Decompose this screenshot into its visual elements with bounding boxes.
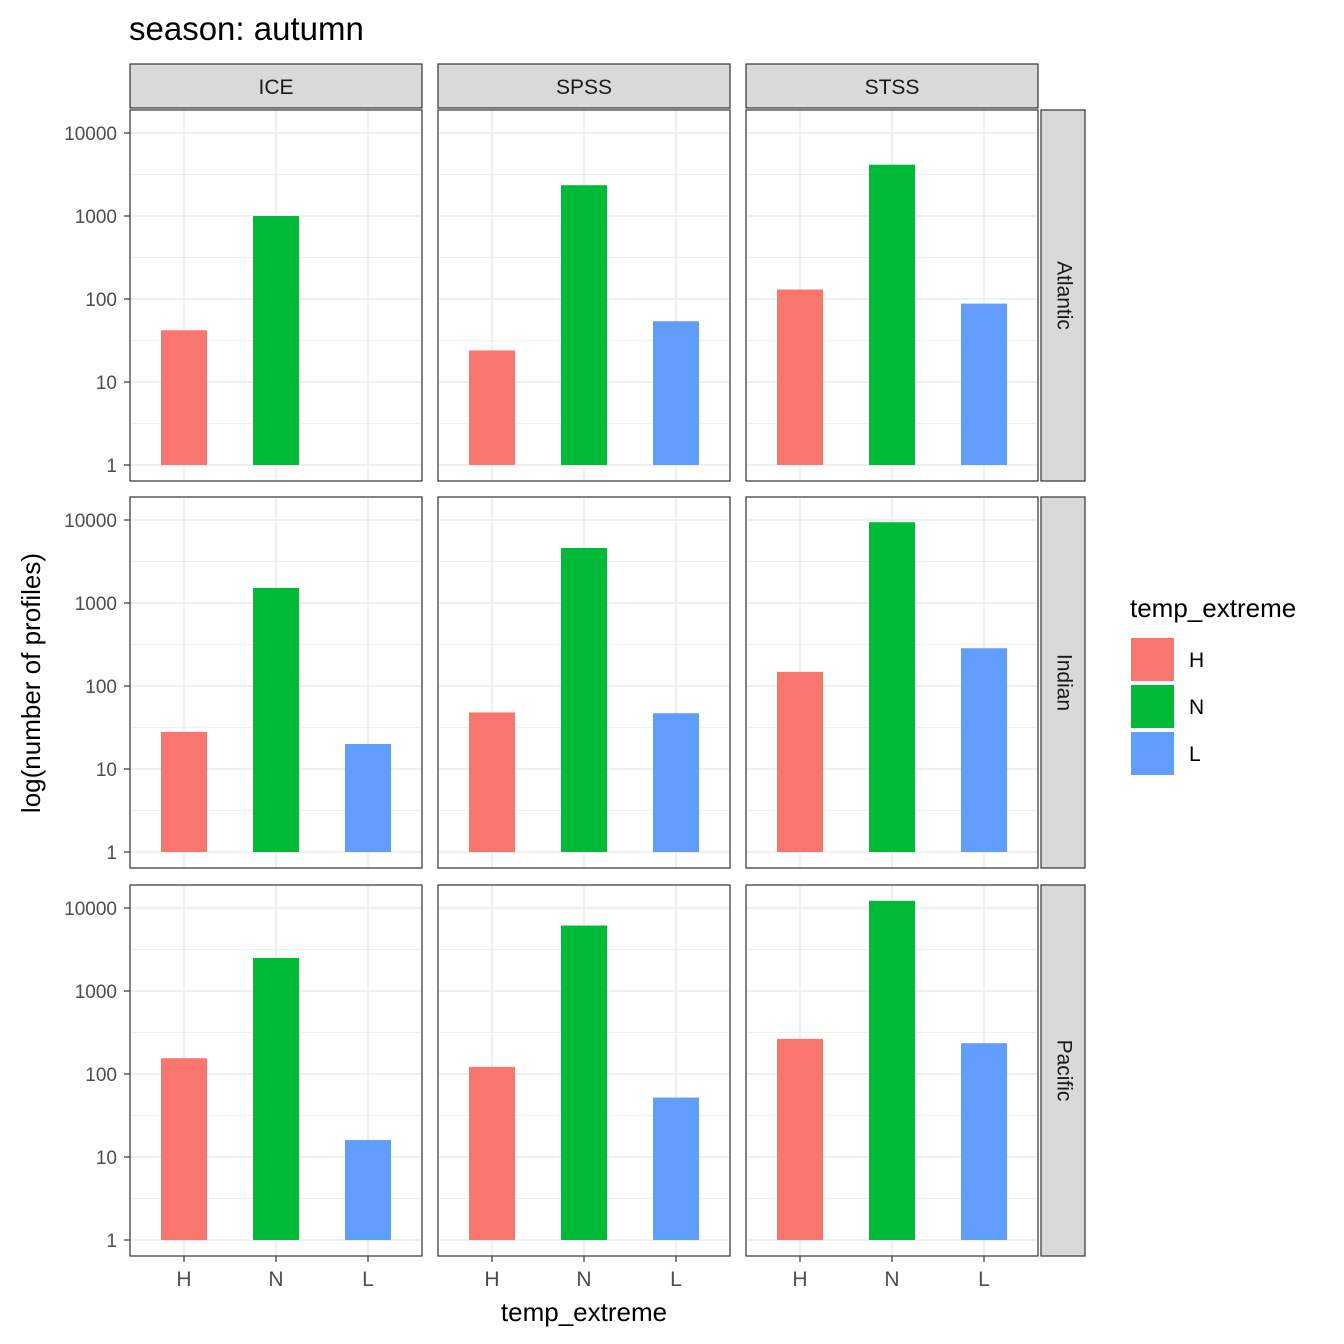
chart-title: season: autumn [129, 10, 364, 47]
legend-key-l [1131, 732, 1174, 775]
x-tick-label: L [670, 1268, 682, 1291]
x-tick-label: N [884, 1268, 899, 1291]
panel-border [745, 109, 1039, 482]
facet-strip-ice [129, 63, 423, 109]
facet-strip-pacific [1040, 884, 1086, 1257]
bar-stss-pacific-h [777, 1038, 823, 1240]
facet-strip-label-atlantic: Atlantic [1052, 261, 1075, 330]
bar-spss-atlantic-n [561, 185, 607, 466]
bar-spss-pacific-n [561, 925, 607, 1240]
bar-stss-atlantic-h [777, 289, 823, 465]
x-tick-label: L [978, 1268, 990, 1291]
panel-border [437, 496, 731, 869]
y-tick-label: 100 [85, 677, 117, 698]
facet-strip-label-indian: Indian [1052, 654, 1075, 711]
y-tick-label: 10 [96, 760, 117, 781]
bar-ice-indian-h [161, 731, 207, 852]
y-tick-label: 100 [85, 1065, 117, 1086]
bar-ice-indian-l [345, 744, 391, 852]
legend-label-l: L [1189, 743, 1201, 766]
y-tick-label: 10 [96, 373, 117, 394]
facet-strip-atlantic [1040, 109, 1086, 482]
x-axis-title: temp_extreme [501, 1297, 667, 1327]
legend-key-n [1131, 685, 1174, 728]
y-tick-label: 10000 [64, 124, 117, 145]
bar-spss-indian-n [561, 547, 607, 852]
bar-ice-atlantic-n [253, 216, 299, 465]
y-axis-title: log(number of profiles) [16, 553, 46, 813]
facet-strip-stss [745, 63, 1039, 109]
bar-spss-atlantic-l [653, 321, 699, 465]
y-tick-label: 1 [106, 456, 117, 477]
y-tick-label: 10000 [64, 511, 117, 532]
x-tick-label: H [484, 1268, 499, 1291]
bar-spss-indian-l [653, 713, 699, 852]
bar-ice-pacific-l [345, 1140, 391, 1240]
y-tick-label: 100 [85, 290, 117, 311]
y-tick-label: 1 [106, 1231, 117, 1252]
y-tick-label: 1000 [75, 594, 117, 615]
legend-label-n: N [1189, 696, 1204, 719]
legend-title: temp_extreme [1130, 593, 1296, 623]
panel-border [129, 109, 423, 482]
legend-label-h: H [1189, 649, 1204, 672]
legend-key-h [1131, 638, 1174, 681]
y-tick-label: 10 [96, 1148, 117, 1169]
y-tick-label: 1000 [75, 982, 117, 1003]
bar-spss-indian-h [469, 712, 515, 852]
x-tick-label: H [176, 1268, 191, 1291]
facet-strip-label-stss: STSS [865, 76, 920, 99]
y-tick-label: 1000 [75, 207, 117, 228]
bar-ice-pacific-n [253, 957, 299, 1240]
panel-border [437, 109, 731, 482]
bar-stss-indian-l [961, 648, 1007, 852]
y-tick-label: 1 [106, 843, 117, 864]
facet-strip-spss [437, 63, 731, 109]
x-tick-label: L [362, 1268, 374, 1291]
bar-stss-indian-h [777, 671, 823, 852]
y-tick-label: 10000 [64, 899, 117, 920]
x-tick-label: N [576, 1268, 591, 1291]
bar-spss-atlantic-h [469, 350, 515, 465]
bar-stss-atlantic-n [869, 164, 915, 465]
bar-ice-pacific-h [161, 1058, 207, 1240]
x-tick-label: N [268, 1268, 283, 1291]
facet-strip-label-ice: ICE [258, 76, 293, 99]
bar-stss-pacific-n [869, 900, 915, 1240]
bar-ice-indian-n [253, 587, 299, 852]
x-tick-label: H [792, 1268, 807, 1291]
bar-spss-pacific-l [653, 1097, 699, 1240]
panel-border [745, 496, 1039, 869]
facet-strip-label-pacific: Pacific [1052, 1040, 1075, 1102]
bar-ice-atlantic-h [161, 330, 207, 465]
facet-strip-label-spss: SPSS [556, 76, 612, 99]
bar-stss-atlantic-l [961, 303, 1007, 465]
bar-stss-pacific-l [961, 1043, 1007, 1240]
bar-stss-indian-n [869, 522, 915, 852]
panel-border [129, 496, 423, 869]
bar-spss-pacific-h [469, 1066, 515, 1240]
facet-strip-indian [1040, 496, 1086, 869]
